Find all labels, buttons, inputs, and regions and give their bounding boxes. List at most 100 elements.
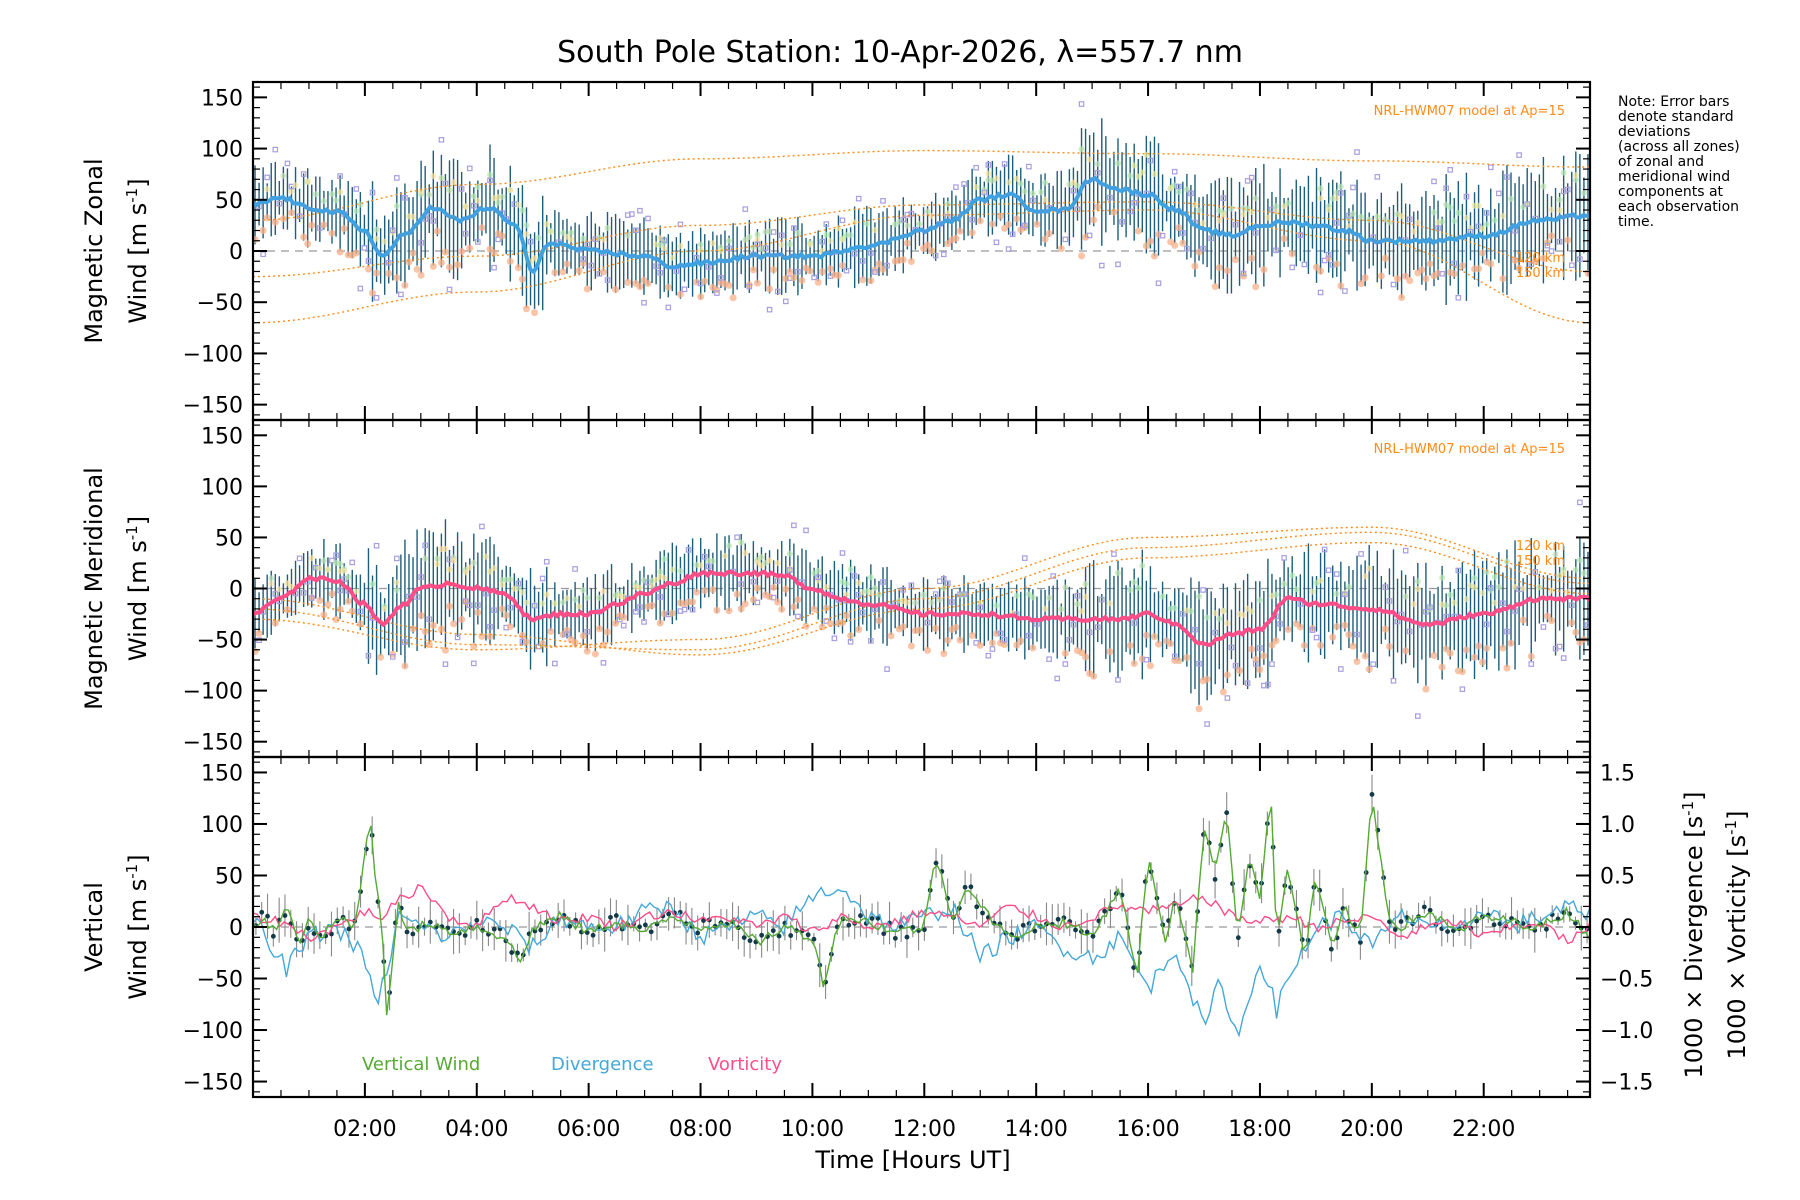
meridional-spread-point: [1475, 642, 1483, 650]
zonal-zone-point: [1188, 190, 1194, 197]
zonal-spread-point: [568, 236, 575, 243]
zonal-spread-point: [437, 259, 445, 267]
meridional-zone-point: [989, 646, 996, 652]
zonal-spread-point: [753, 279, 761, 287]
zonal-zone-point: [1342, 288, 1348, 294]
zonal-zone-point: [462, 230, 469, 237]
meridional-zone-point: [685, 547, 692, 553]
vertical-wind-point: [846, 922, 852, 928]
meridional-spread-point: [1187, 608, 1194, 615]
meridional-zone-point: [1143, 656, 1150, 663]
zonal-spread-point: [1366, 216, 1373, 223]
meridional-spread-point: [320, 611, 328, 619]
note-line: time.: [1618, 214, 1654, 230]
zonal-spread-point: [726, 237, 733, 244]
zonal-y-tick-label: −150: [183, 394, 243, 419]
zonal-zone-point: [1070, 187, 1077, 194]
vertical-wind-point: [1032, 928, 1038, 934]
meridional-zone-point: [1338, 666, 1344, 672]
vertical-wind-point: [980, 910, 985, 916]
meridional-spread-point: [1058, 606, 1065, 613]
zonal-spread-point: [340, 225, 348, 233]
zonal-spread-point: [1223, 267, 1231, 275]
zonal-zone-point: [1131, 200, 1138, 206]
meridional-spread-point: [753, 584, 761, 592]
meridional-spread-point: [1248, 608, 1255, 615]
zonal-spread-point: [433, 227, 441, 235]
meridional-zone-point: [1358, 551, 1364, 557]
vertical-wind-point: [270, 933, 276, 939]
zonal-spread-point: [1228, 205, 1235, 212]
meridional-zone-point: [1200, 587, 1206, 593]
zonal-spread-point: [1179, 239, 1187, 247]
zonal-model-label: NRL-HWM07 model at Ap=15: [1374, 104, 1565, 119]
zonal-spread-point: [1252, 195, 1259, 202]
zonal-spread-point: [506, 257, 514, 265]
meridional-spread-point: [1362, 573, 1369, 580]
zonal-spread-point: [531, 309, 539, 317]
meridional-zone-point: [770, 594, 777, 601]
axis-label-text: Wind [m s: [124, 203, 152, 324]
meridional-y-tick-label: −50: [197, 629, 243, 654]
zonal-spread-point: [1175, 189, 1182, 196]
meridional-spread-point: [486, 632, 494, 640]
zonal-zone-point: [900, 216, 907, 223]
meridional-spread-point: [924, 646, 932, 654]
zonal-zone-point: [653, 263, 659, 269]
meridional-zone-point: [394, 555, 400, 562]
zonal-zone-point: [446, 286, 453, 293]
zonal-spread-point: [1215, 264, 1223, 272]
vertical-wind-point: [1090, 933, 1096, 939]
vertical-wind-point: [974, 904, 980, 910]
legend-vorticity: Vorticity: [708, 1054, 782, 1075]
zonal-spread-point: [364, 265, 372, 273]
meridional-spread-point: [320, 557, 327, 564]
meridional-spread-point: [422, 555, 429, 562]
meridional-spread-point: [1293, 586, 1300, 593]
vertical-wind-point: [1328, 946, 1334, 952]
axis-label-close: ]: [124, 854, 152, 863]
zonal-spread-point: [1381, 254, 1389, 262]
vertical-wind-point: [1084, 929, 1090, 935]
note-block: Note: Error bars denote standard deviati…: [1618, 94, 1740, 230]
meridional-zone-point: [414, 594, 420, 600]
zonal-zone-point: [641, 299, 647, 306]
zonal-spread-point: [766, 285, 774, 293]
meridional-spread-point: [1013, 592, 1020, 599]
vertical-y-tick-label: 0: [229, 916, 243, 941]
zonal-spread-point: [474, 184, 481, 191]
vertical-wind-point: [1131, 965, 1137, 971]
axis-label-close: ]: [124, 178, 152, 187]
zonal-spread-point: [729, 294, 737, 302]
meridional-model-line: [253, 541, 1590, 656]
meridional-zone-point: [1228, 644, 1235, 651]
meridional-spread-point: [810, 605, 818, 613]
zonal-spread-point: [312, 191, 319, 198]
meridional-spread-point: [1256, 597, 1263, 604]
zonal-zone-point: [1273, 247, 1279, 254]
zonal-spread-point: [1260, 266, 1268, 274]
zonal-spread-point: [547, 228, 554, 235]
meridional-spread-point: [915, 626, 923, 634]
vertical-wind-point: [1491, 922, 1497, 928]
zonal-zone-point: [985, 162, 992, 168]
meridional-spread-point: [1543, 612, 1551, 620]
meridional-spread-point: [499, 581, 506, 588]
meridional-spread-point: [677, 567, 684, 574]
meridional-spread-point: [976, 641, 984, 649]
meridional-spread-point: [956, 636, 964, 644]
meridional-spread-point: [324, 566, 331, 573]
zonal-spread-point: [612, 285, 620, 293]
zonal-spread-point: [806, 267, 814, 275]
meridional-spread-point: [1203, 675, 1211, 683]
vertical-wind-point: [608, 914, 613, 920]
zonal-spread-point: [798, 276, 806, 284]
zonal-zone-point: [1107, 194, 1113, 201]
zonal-zone-point: [1390, 281, 1397, 288]
meridional-spread-point: [1082, 580, 1089, 587]
zonal-spread-point: [661, 245, 668, 252]
zonal-spread-point: [462, 203, 469, 210]
meridional-zone-point: [349, 559, 356, 566]
zonal-spread-point: [1150, 252, 1158, 260]
zonal-spread-point: [1196, 207, 1203, 214]
